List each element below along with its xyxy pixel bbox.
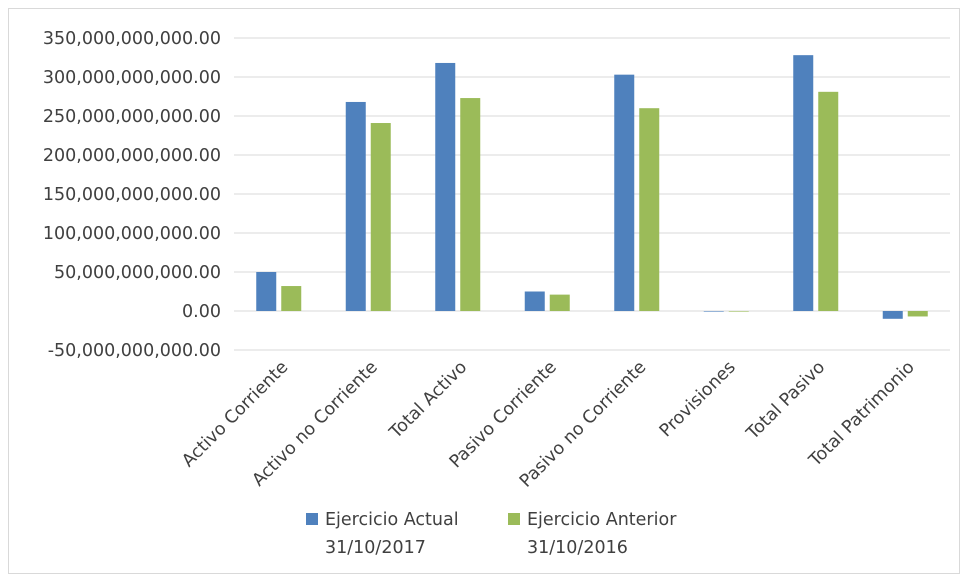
bar-series-1-4 <box>524 291 545 311</box>
bar-series-2-6 <box>728 311 749 312</box>
x-tick-label: Total Pasivo <box>742 357 829 444</box>
bar-series-1-1 <box>256 272 277 311</box>
bar-series-2-2 <box>370 123 391 312</box>
x-tick-label: Provisiones <box>656 357 740 441</box>
bar-series-1-6 <box>703 311 724 312</box>
bar-series-1-8 <box>882 311 903 319</box>
y-tick-label: 250,000,000,000.00 <box>43 107 221 127</box>
y-tick-label: 150,000,000,000.00 <box>43 185 221 205</box>
bar-series-1-5 <box>614 74 635 311</box>
legend-label-1-line2: 31/10/2017 <box>325 538 426 558</box>
y-tick-label: 200,000,000,000.00 <box>43 146 221 166</box>
bar-series-2-3 <box>460 98 481 311</box>
bar-series-2-4 <box>549 294 570 311</box>
legend-label-1: Ejercicio Actual <box>325 510 459 530</box>
y-tick-label: 300,000,000,000.00 <box>43 68 221 88</box>
legend-swatch-2 <box>508 513 520 525</box>
y-tick-label: 100,000,000,000.00 <box>43 224 221 244</box>
legend-label-2-line2: 31/10/2016 <box>527 538 628 558</box>
y-tick-label: -50,000,000,000.00 <box>48 341 221 361</box>
legend-swatch-1 <box>306 513 318 525</box>
y-tick-label: 350,000,000,000.00 <box>43 29 221 49</box>
bar-series-1-3 <box>435 62 456 312</box>
bar-series-2-1 <box>281 286 302 311</box>
bar-series-2-5 <box>639 108 660 311</box>
y-tick-label: 0.00 <box>182 302 221 322</box>
bar-series-1-7 <box>793 55 814 311</box>
bar-series-2-8 <box>907 311 928 317</box>
x-tick-label: Total Activo <box>385 357 471 443</box>
legend-label-2: Ejercicio Anterior <box>527 510 677 530</box>
y-tick-label: 50,000,000,000.00 <box>54 263 221 283</box>
bar-series-2-7 <box>818 91 839 311</box>
bar-series-1-2 <box>345 101 366 312</box>
